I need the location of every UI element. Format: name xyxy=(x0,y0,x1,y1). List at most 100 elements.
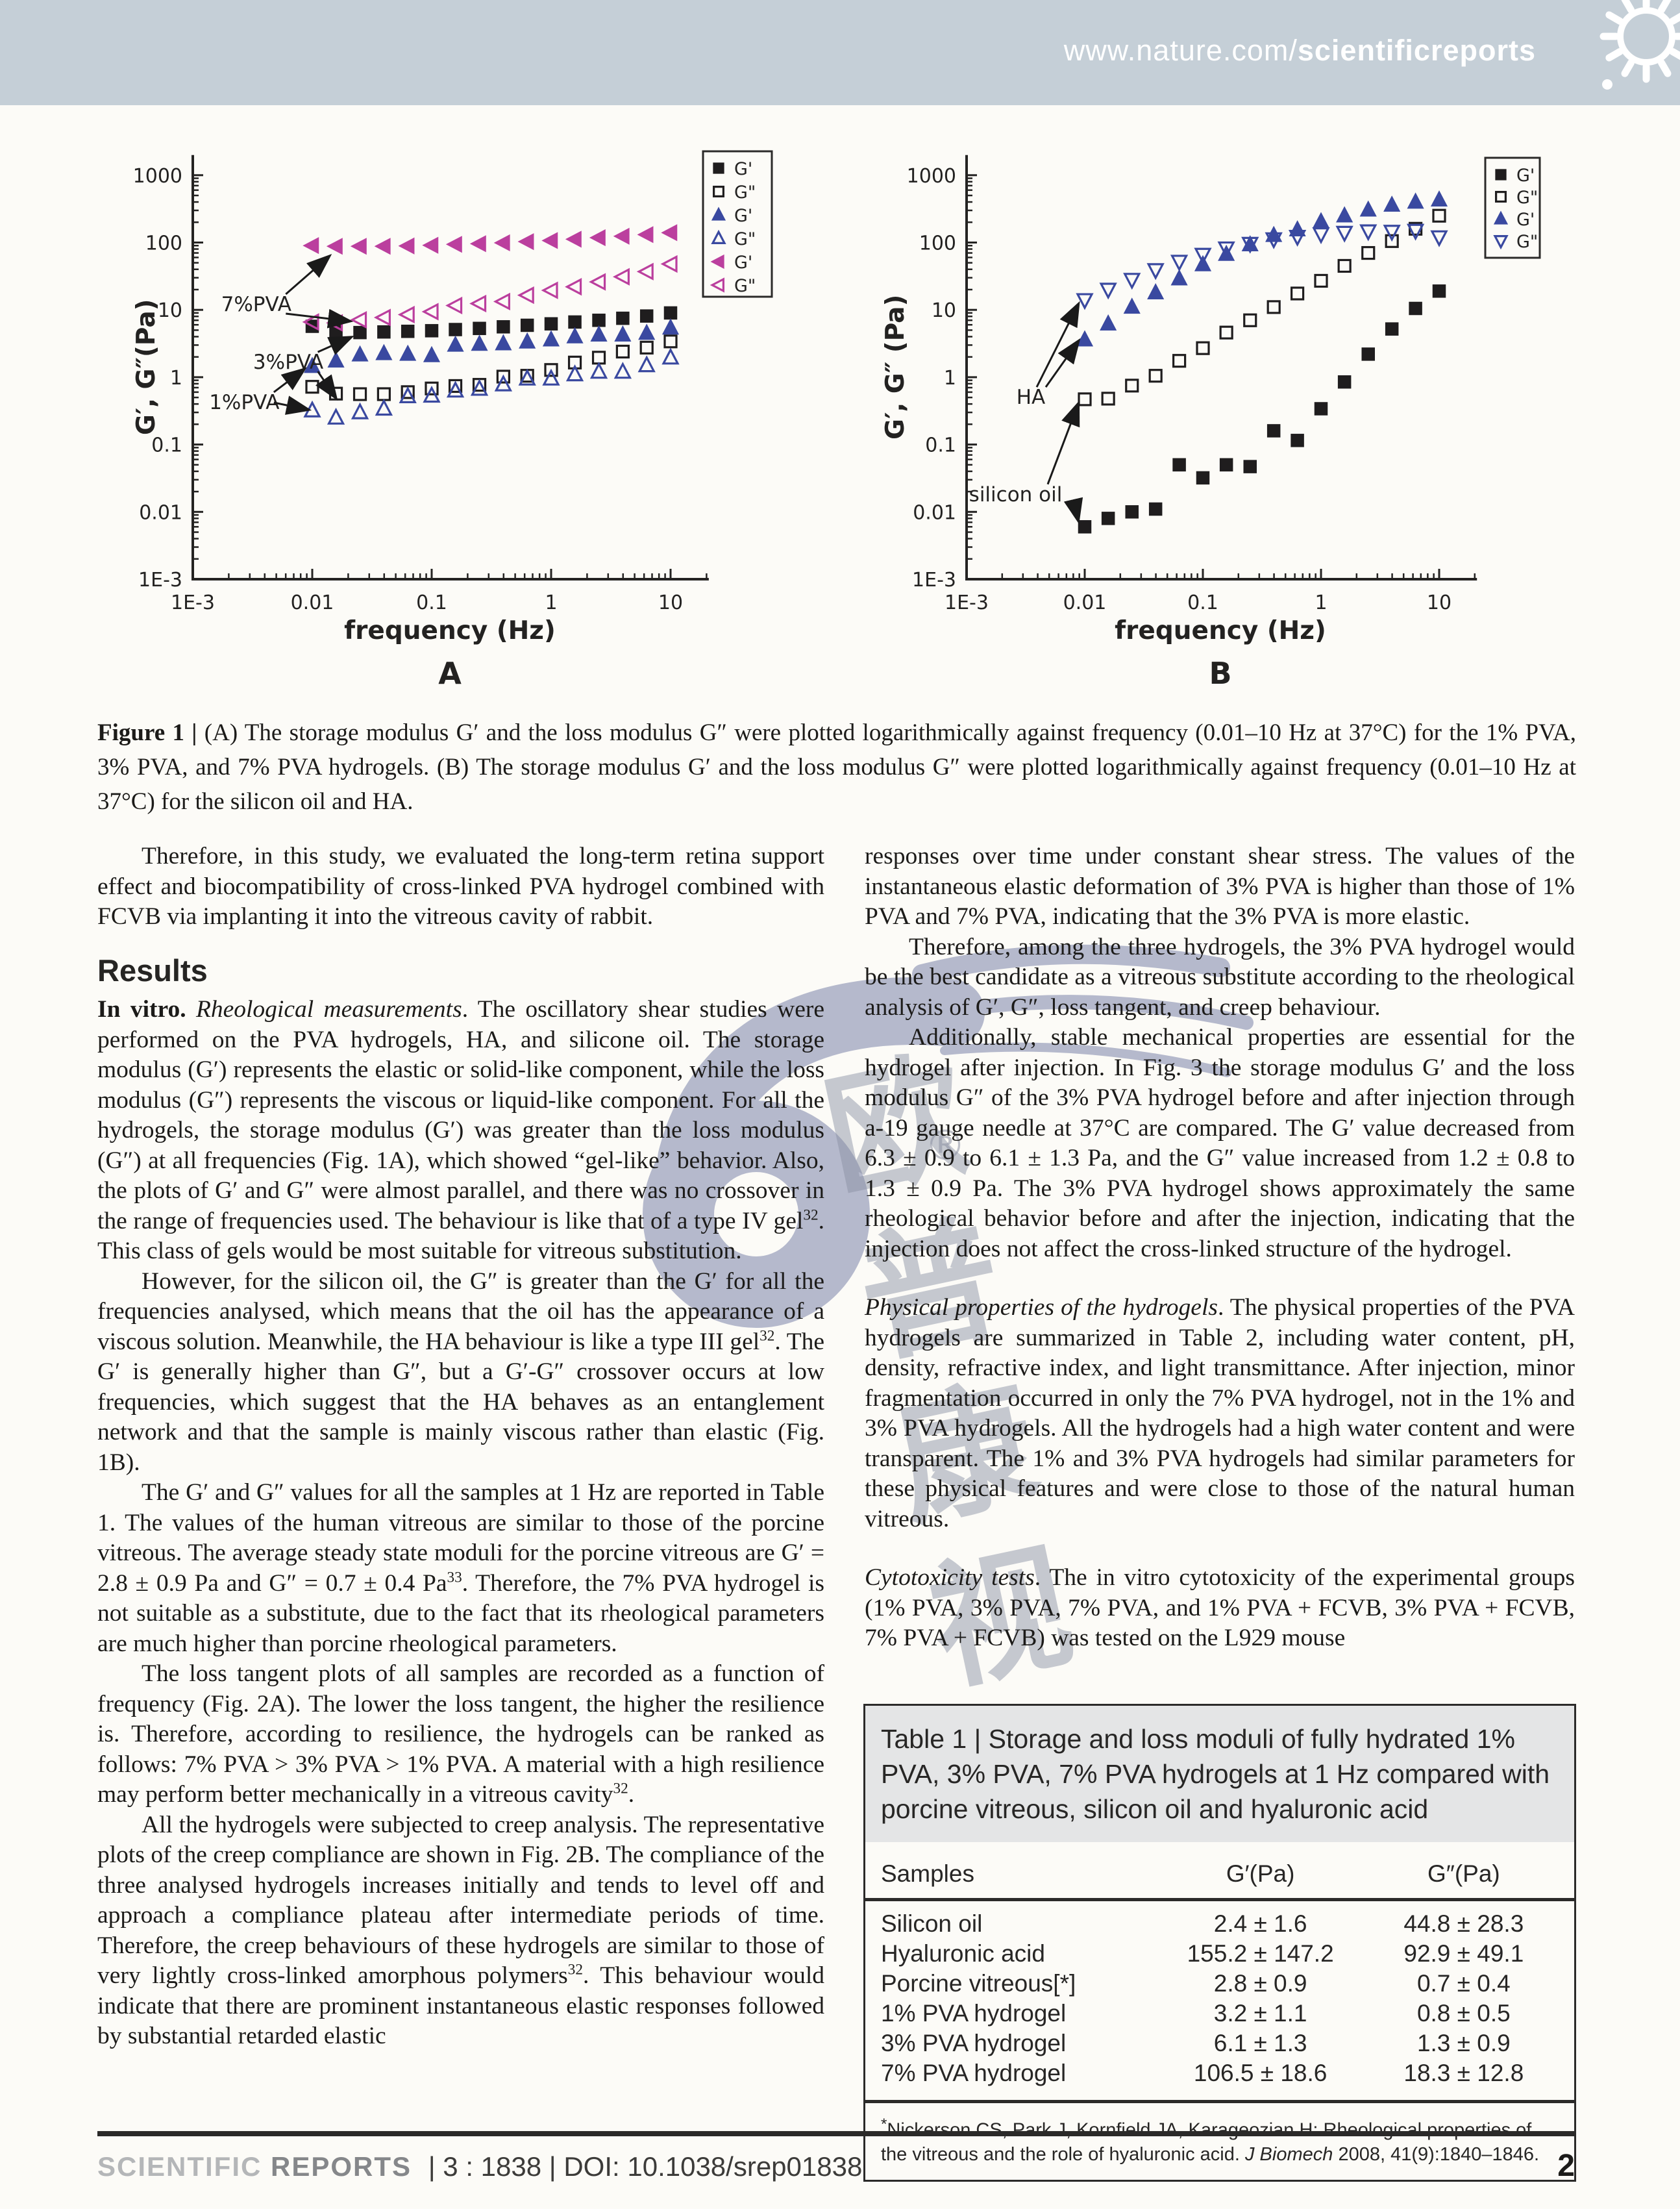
table-cell: 18.3 ± 12.8 xyxy=(1403,2060,1524,2086)
paragraph: responses over time under constant shear… xyxy=(865,843,1575,930)
svg-text:7%PVA: 7%PVA xyxy=(221,293,291,316)
svg-text:1: 1 xyxy=(1315,592,1327,614)
svg-text:G": G" xyxy=(734,276,756,296)
table-cell: 0.8 ± 0.5 xyxy=(1416,2000,1511,2027)
svg-text:0.01: 0.01 xyxy=(291,592,334,614)
svg-text:10: 10 xyxy=(158,299,182,322)
svg-text:0.1: 0.1 xyxy=(416,592,447,614)
figure-1-chart-a: 1E-3 0.01 0.1 1 10 1E-3 0.01 0.1 1 10 100 1000 7%PVA… xyxy=(132,150,773,691)
table-cell: 3.2 ± 1.1 xyxy=(1213,2000,1307,2027)
nature-logo-gear-icon xyxy=(1600,0,1680,90)
paragraph: Therefore, among the three hydrogels, th… xyxy=(865,933,1575,1021)
svg-text:10: 10 xyxy=(1427,592,1451,614)
svg-text:10: 10 xyxy=(932,299,956,322)
table-row: 7% PVA hydrogel 106.5 ± 18.6 18.3 ± 12.8 xyxy=(881,2058,1559,2088)
table-cell: 7% PVA hydrogel xyxy=(881,2060,1067,2086)
table-cell: 3% PVA hydrogel xyxy=(881,2030,1067,2056)
journal-url-bold: scientificreports xyxy=(1297,34,1536,67)
table-cell: Hyaluronic acid xyxy=(881,1940,1045,1967)
svg-text:0.1: 0.1 xyxy=(1187,592,1218,614)
svg-text:G′, G″ (Pa): G′, G″ (Pa) xyxy=(881,295,910,440)
svg-text:G": G" xyxy=(734,229,756,249)
table-footnote-text: Nickerson CS, Park J, Kornfield JA, Kara… xyxy=(881,2119,1540,2165)
table-column-header: G″(Pa) xyxy=(1427,1860,1500,1887)
table-footnote-marker: * xyxy=(881,2115,887,2133)
journal-url-prefix: www.nature.com/ xyxy=(1063,34,1298,67)
svg-text:100: 100 xyxy=(919,232,956,255)
svg-text:B: B xyxy=(1209,656,1231,691)
table-header-row: Samples G′(Pa) G″(Pa) xyxy=(865,1842,1574,1901)
svg-text:G': G' xyxy=(734,206,752,226)
svg-text:1: 1 xyxy=(944,367,956,390)
svg-text:1E-3: 1E-3 xyxy=(912,569,956,592)
table-cell: 0.7 ± 0.4 xyxy=(1416,1970,1511,1997)
table-cell: 44.8 ± 28.3 xyxy=(1403,1910,1524,1937)
table-body: Silicon oil 2.4 ± 1.6 44.8 ± 28.3 Hyaluroni… xyxy=(865,1901,1574,2103)
svg-text:silicon oil: silicon oil xyxy=(969,483,1063,506)
svg-text:0.01: 0.01 xyxy=(139,501,182,524)
svg-text:3%PVA: 3%PVA xyxy=(253,351,323,374)
journal-url: www.nature.com/scientificreports xyxy=(1064,34,1536,68)
footer: SCIENTIFIC REPORTS | 3 : 1838 | DOI: 10.… xyxy=(97,2148,1575,2184)
paragraph: The G′ and G″ values for all the samples… xyxy=(97,1479,825,1657)
svg-text:0.01: 0.01 xyxy=(913,501,956,524)
paragraph: In vitro. Rheological measurements. The … xyxy=(97,996,824,1264)
svg-text:1000: 1000 xyxy=(133,165,182,188)
watermark-swoosh xyxy=(643,944,1254,1328)
table-cell: 92.9 ± 49.1 xyxy=(1403,1940,1524,1967)
svg-text:1E-3: 1E-3 xyxy=(171,592,215,614)
table-column-header: Samples xyxy=(881,1860,974,1887)
paragraph: Physical properties of the hydrogels. Th… xyxy=(865,1294,1575,1532)
table-cell: 1.3 ± 0.9 xyxy=(1416,2030,1511,2056)
footer-rule xyxy=(97,2131,1575,2136)
table-cell: 2.4 ± 1.6 xyxy=(1213,1910,1307,1937)
svg-text:A: A xyxy=(438,656,462,691)
paragraph: All the hydrogels were subjected to cree… xyxy=(97,1811,824,2050)
table-row: 3% PVA hydrogel 6.1 ± 1.3 1.3 ± 0.9 xyxy=(881,2028,1559,2058)
paragraph: Cytotoxicity tests. The in vitro cytotox… xyxy=(865,1564,1575,1651)
svg-text:10: 10 xyxy=(658,592,683,614)
paragraph: Therefore, in this study, we evaluated t… xyxy=(97,843,824,930)
table-1: Table 1 | Storage and loss moduli of ful… xyxy=(863,1704,1576,2182)
svg-text:G′, G″(Pa): G′, G″(Pa) xyxy=(132,299,161,436)
figure-caption: Figure 1 | (A) The storage modulus G′ an… xyxy=(97,716,1576,819)
svg-text:G': G' xyxy=(734,253,752,273)
svg-text:1%PVA: 1%PVA xyxy=(209,391,279,414)
svg-text:G": G" xyxy=(1516,232,1538,252)
table-title: Table 1 | Storage and loss moduli of ful… xyxy=(865,1706,1574,1842)
table-footnote: *Nickerson CS, Park J, Kornfield JA, Kar… xyxy=(865,2103,1574,2180)
footer-journal-name-light: SCIENTIFIC xyxy=(97,2151,262,2182)
paragraph: However, for the silicon oil, the G″ is … xyxy=(97,1267,825,1476)
svg-text:frequency (Hz): frequency (Hz) xyxy=(1115,616,1326,645)
header-banner: www.nature.com/scientificreports xyxy=(0,0,1680,105)
paragraph: The loss tangent plots of all samples ar… xyxy=(97,1660,824,1808)
svg-text:HA: HA xyxy=(1017,386,1046,409)
figure-1-chart-b: 1E-3 0.01 0.1 1 10 1E-3 0.01 0.1 1 10 100 1000 HA sil… xyxy=(881,155,1541,691)
footer-citation: SCIENTIFIC REPORTS | 3 : 1838 | DOI: 10.… xyxy=(97,2151,862,2182)
left-column: Therefore, in this study, we evaluated t… xyxy=(97,842,824,2052)
svg-text:G': G' xyxy=(1516,166,1535,186)
table-cell: 6.1 ± 1.3 xyxy=(1213,2030,1307,2056)
svg-text:G": G" xyxy=(734,182,756,203)
results-heading: Results xyxy=(97,953,208,988)
svg-text:1: 1 xyxy=(545,592,557,614)
svg-text:G": G" xyxy=(1516,188,1538,208)
registered-mark-icon: ® xyxy=(924,1122,966,1170)
table-cell: Silicon oil xyxy=(881,1910,983,1937)
svg-text:0.1: 0.1 xyxy=(925,434,956,457)
svg-text:G': G' xyxy=(1516,210,1535,230)
svg-text:1000: 1000 xyxy=(907,165,956,188)
paragraph: Additionally, stable mechanical properti… xyxy=(865,1024,1575,1262)
svg-text:1E-3: 1E-3 xyxy=(138,569,182,592)
svg-text:100: 100 xyxy=(145,232,182,255)
table-row: Silicon oil 2.4 ± 1.6 44.8 ± 28.3 xyxy=(881,1909,1559,1939)
figure-caption-label: Figure 1 | xyxy=(97,719,197,746)
table-cell: 1% PVA hydrogel xyxy=(881,2000,1067,2027)
table-row: 1% PVA hydrogel 3.2 ± 1.1 0.8 ± 0.5 xyxy=(881,1999,1559,2028)
table-cell: 155.2 ± 147.2 xyxy=(1187,1940,1334,1967)
svg-text:G': G' xyxy=(734,159,752,179)
footer-journal-name-bold: REPORTS xyxy=(262,2151,412,2182)
table-row: Hyaluronic acid 155.2 ± 147.2 92.9 ± 49.1 xyxy=(881,1939,1559,1969)
table-column-header: G′(Pa) xyxy=(1226,1860,1295,1887)
